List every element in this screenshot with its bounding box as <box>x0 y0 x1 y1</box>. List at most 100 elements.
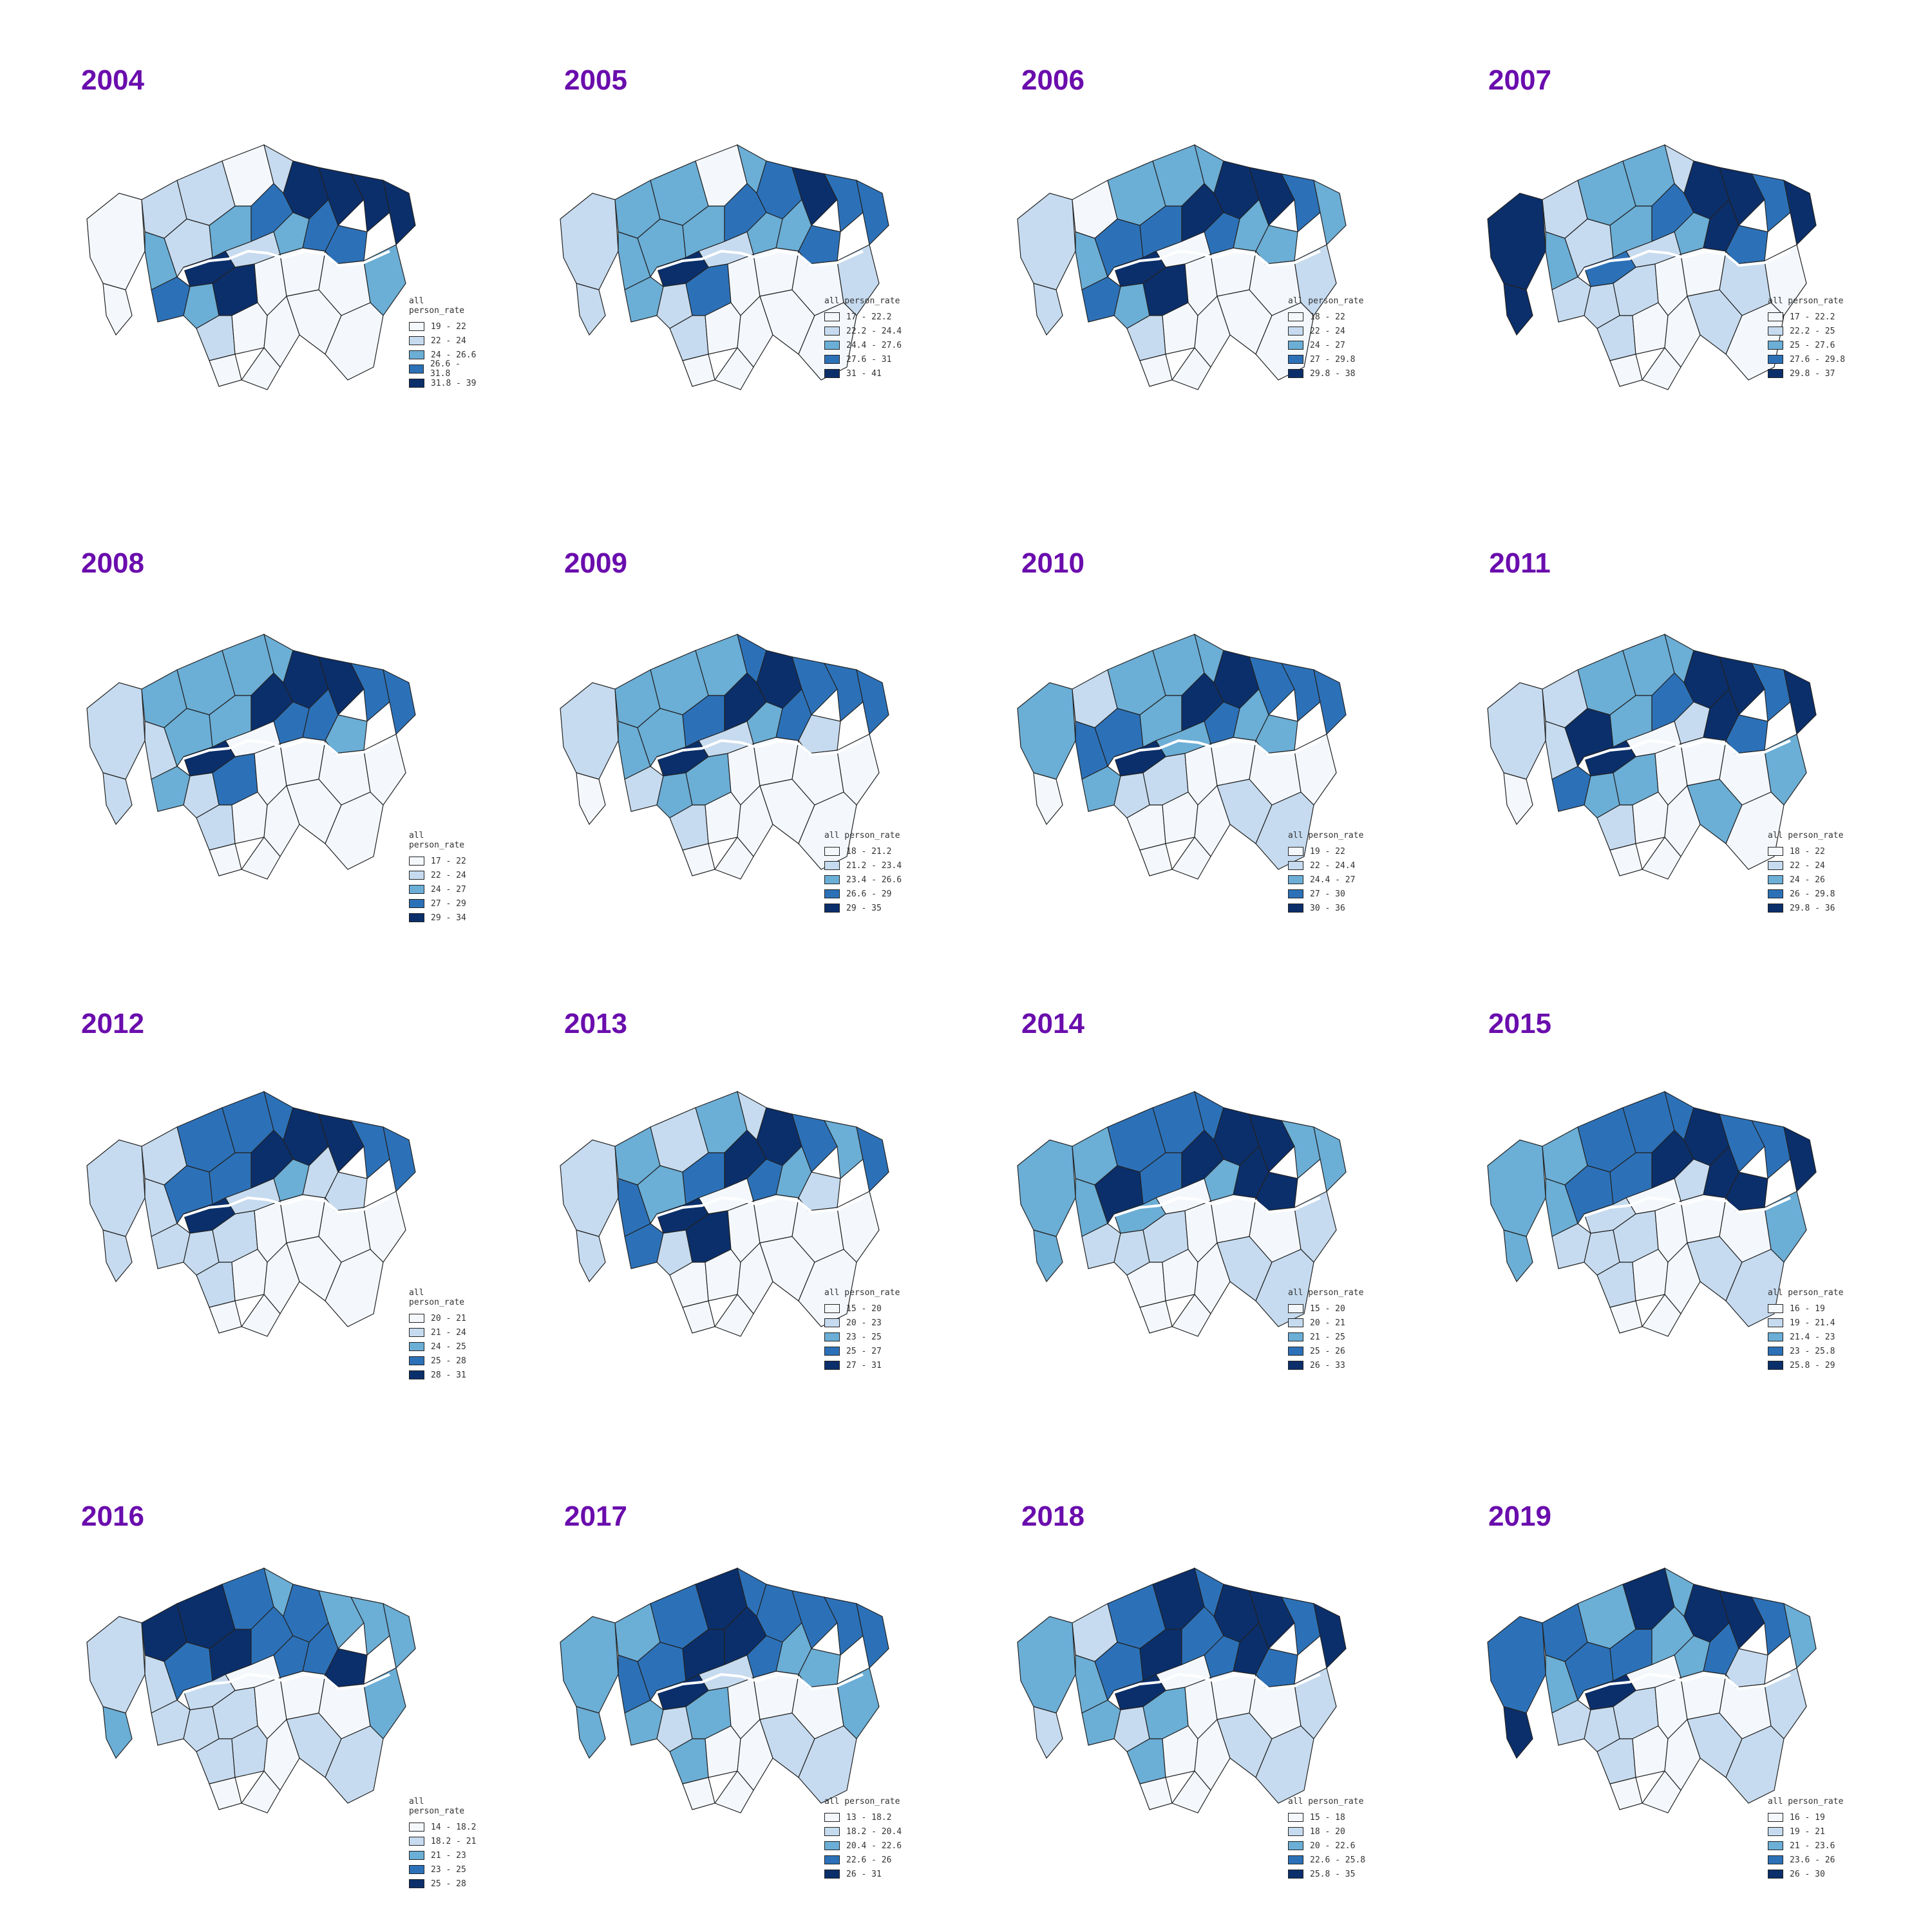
borough-30 <box>325 1725 384 1804</box>
map-panel-2015: 2015 all person_rate 16 - 19 19 - 21.4 21.4 … <box>1410 934 1893 1417</box>
legend-label: 22 - 24 <box>1790 860 1825 871</box>
legend-item: 27 - 31 <box>824 1358 900 1372</box>
borough-28 <box>263 784 300 858</box>
legend-swatch <box>1768 341 1783 350</box>
legend-label: 29 - 35 <box>846 903 882 913</box>
legend-swatch <box>1768 1870 1783 1879</box>
legend-swatch <box>1768 875 1783 884</box>
borough-32 <box>1171 1294 1211 1337</box>
legend-label: 16 - 19 <box>1790 1812 1825 1823</box>
legend-swatch <box>824 875 840 884</box>
map-legend: all person_rate 13 - 18.2 18.2 - 20.4 20.4 … <box>824 1797 902 1881</box>
legend-item: 19 - 22 <box>1288 844 1363 858</box>
borough-1 <box>1033 283 1063 336</box>
borough-25 <box>363 1191 406 1263</box>
borough-11 <box>1249 1590 1295 1650</box>
legend-swatch <box>1288 861 1303 870</box>
borough-12 <box>1750 663 1791 723</box>
map-legend: all person_rate 19 - 22 22 - 24 24 - 26.6 26… <box>409 296 483 390</box>
legend-label: 19 - 22 <box>431 321 466 332</box>
year-title: 2019 <box>1488 1501 1551 1532</box>
map-legend: all person_rate 14 - 18.2 18.2 - 21 21 - 23… <box>409 1797 483 1891</box>
legend-item: 24 - 26.6 <box>409 348 483 362</box>
borough-28 <box>737 1242 773 1315</box>
legend-swatch <box>1768 369 1783 378</box>
borough-11 <box>791 1590 838 1650</box>
legend-label: 20 - 22.6 <box>1310 1841 1356 1851</box>
legend-label: 27 - 30 <box>1310 889 1345 899</box>
legend-swatch <box>1288 1304 1303 1313</box>
legend-label: 26 - 30 <box>1790 1869 1825 1879</box>
legend-label: 26.6 - 31.8 <box>430 359 460 379</box>
map-panel-2010: 2010 all person_rate 19 - 22 22 - 24.4 24.4 … <box>940 477 1423 960</box>
legend-swatch <box>1768 327 1783 336</box>
legend-title: all person_rate <box>409 831 465 850</box>
borough-28 <box>1664 784 1701 858</box>
legend-label: 23 - 25 <box>431 1864 466 1875</box>
borough-32 <box>1171 837 1211 880</box>
legend-label: 21.4 - 23 <box>1790 1332 1835 1342</box>
legend-swatch <box>1288 847 1303 856</box>
map-panel-2006: 2006 all person_rate 18 - 22 22 - 24 24 - 27… <box>940 0 1423 483</box>
river-thames <box>183 1672 390 1694</box>
legend-item: 29.8 - 36 <box>1768 901 1843 915</box>
london-choropleth-map <box>1487 1567 1817 1814</box>
legend-item: 24 - 25 <box>409 1340 483 1354</box>
river-thames <box>656 249 864 270</box>
legend-title: all person_rate <box>824 1288 900 1298</box>
borough-13 <box>1313 668 1347 735</box>
borough-13 <box>1313 179 1347 246</box>
borough-1 <box>1033 1706 1063 1759</box>
legend-label: 29.8 - 37 <box>1790 368 1835 379</box>
borough-11 <box>791 1113 838 1173</box>
legend-label: 25 - 26 <box>1310 1346 1345 1356</box>
legend-label: 22 - 24 <box>1310 326 1345 336</box>
london-choropleth-map <box>1487 1090 1817 1337</box>
borough-0 <box>1487 682 1546 780</box>
legend-label: 21.2 - 23.4 <box>846 860 902 871</box>
year-title: 2010 <box>1021 547 1084 579</box>
borough-25 <box>363 1667 406 1739</box>
legend-title: all person_rate <box>409 296 465 316</box>
legend-title: all person_rate <box>1768 1288 1844 1298</box>
borough-13 <box>1783 1126 1817 1193</box>
borough-13 <box>1783 1602 1817 1669</box>
legend-item: 26 - 33 <box>1288 1358 1363 1372</box>
legend-item: 13 - 18.2 <box>824 1810 902 1824</box>
legend-item: 24.4 - 27 <box>1288 873 1363 887</box>
borough-23 <box>1210 1671 1256 1720</box>
borough-1 <box>102 283 133 336</box>
map-panel-2016: 2016 all person_rate 14 - 18.2 18.2 - 21 21 … <box>0 1410 483 1893</box>
legend-label: 25.8 - 35 <box>1310 1869 1356 1879</box>
map-legend: all person_rate 17 - 22.2 22.2 - 25 25 - 27… <box>1768 296 1845 381</box>
legend-label: 29 - 34 <box>431 913 466 923</box>
legend-swatch <box>1288 369 1303 378</box>
borough-30 <box>325 302 384 381</box>
legend-item: 22 - 24 <box>409 868 483 882</box>
borough-13 <box>383 1602 416 1669</box>
london-choropleth-map <box>86 1567 416 1814</box>
legend-item: 20 - 23 <box>824 1316 900 1330</box>
borough-1 <box>1503 772 1533 826</box>
legend-item: 22.6 - 26 <box>824 1853 902 1867</box>
legend-swatch <box>1288 1813 1303 1822</box>
borough-30 <box>1255 1725 1314 1804</box>
legend-title: all person_rate <box>1768 1797 1844 1806</box>
legend-label: 26 - 29.8 <box>1790 889 1835 899</box>
borough-12 <box>350 1596 390 1656</box>
borough-30 <box>325 1249 384 1327</box>
river-thames <box>1113 1672 1321 1694</box>
legend-item: 29 - 35 <box>824 901 902 915</box>
legend-label: 22.6 - 25.8 <box>1310 1855 1366 1865</box>
legend-title: all person_rate <box>1288 1797 1364 1806</box>
legend-swatch <box>1768 1332 1783 1341</box>
legend-swatch <box>409 1356 424 1365</box>
legend-swatch <box>409 1342 424 1351</box>
legend-swatch <box>1768 889 1783 898</box>
legend-label: 16 - 19 <box>1790 1303 1825 1314</box>
map-panel-2011: 2011 all person_rate 18 - 22 22 - 24 24 - 26… <box>1410 477 1893 960</box>
legend-swatch <box>409 1823 424 1832</box>
borough-23 <box>753 1194 799 1244</box>
map-panel-2018: 2018 all person_rate 15 - 18 18 - 20 20 - 22… <box>940 1410 1423 1893</box>
borough-11 <box>1249 167 1295 227</box>
